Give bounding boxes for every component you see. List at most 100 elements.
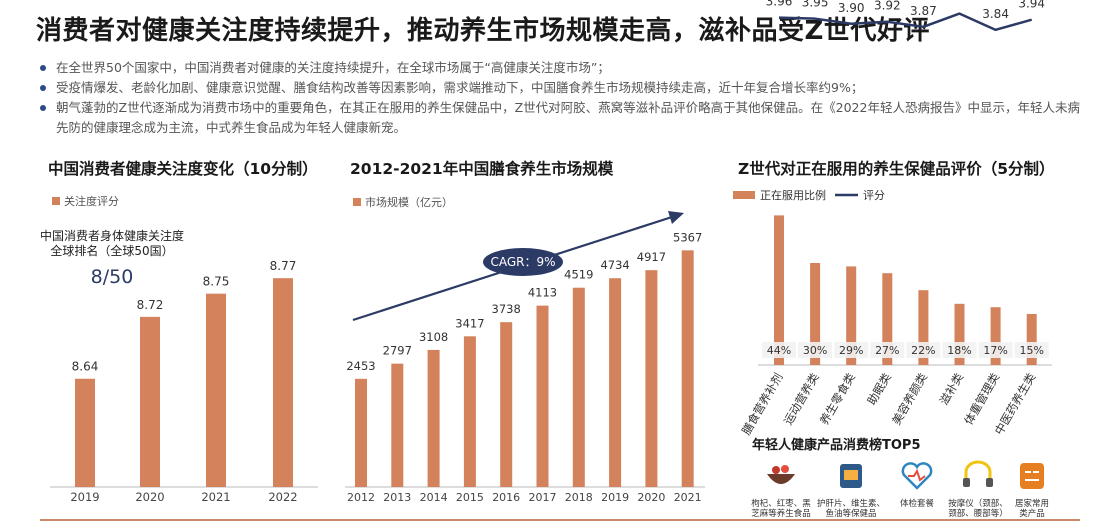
chart3-score-label: 3.90 (838, 1, 865, 15)
chart3-pct-label: 17% (983, 344, 1007, 357)
chart1-bar (75, 378, 95, 487)
chart1-value-label: 8.77 (270, 259, 297, 273)
chart3-pct-label-bg (906, 342, 941, 358)
chart2-legend-label: 市场规模（亿元） (365, 195, 453, 209)
chart3-x-tick: 运动营养类 (781, 370, 822, 427)
chart1-title: 中国消费者健康关注度变化（10分制） (48, 160, 318, 178)
chart3-pct-label: 44% (767, 344, 791, 357)
chart2-title: 2012-2021年中国膳食养生市场规模 (350, 160, 614, 178)
chart2-value-label: 2797 (383, 344, 412, 358)
chart1-bar (206, 293, 226, 487)
top5-item-label-line1: 体检套餐 (900, 498, 935, 509)
chart2-value-label: 3738 (492, 302, 521, 316)
chart3-score-label: 3.87 (910, 4, 937, 18)
chart2-x-tick: 2013 (383, 491, 411, 504)
chart2-value-label: 4917 (637, 250, 666, 264)
chart2-bar (572, 287, 585, 487)
chart3-x-tick: 养生零食类 (817, 370, 858, 427)
chart2-bar (391, 363, 404, 487)
chart1-annotation-line1: 中国消费者身体健康关注度 (40, 228, 184, 243)
chart3-legend-line-label: 评分 (863, 189, 885, 202)
chart1-bar (273, 278, 293, 487)
chart3-bar (990, 307, 1001, 365)
chart2-bar (500, 322, 513, 487)
chart3-score-line (778, 12, 1033, 32)
chart2-bar (463, 336, 476, 487)
summary-bullets: 在全世界50个国家中，中国消费者对健康的关注度持续提升，在全球市场属于“高健康关… (38, 58, 1088, 138)
chart2-x-tick: 2012 (347, 491, 375, 504)
chart1-value-label: 8.64 (72, 360, 99, 374)
chart3-pct-label-bg (762, 342, 796, 358)
top5-item-label-line1: 按摩仪（颈部、 (948, 498, 1008, 509)
chart1-value-label: 8.75 (203, 275, 230, 289)
chart3-pct-label-bg (870, 342, 905, 358)
chart3-bar (954, 303, 965, 365)
chart1-x-tick: 2021 (201, 490, 230, 504)
chart3-bar (1026, 314, 1037, 365)
chart3-bar (810, 263, 821, 365)
chart2-x-tick: 2016 (492, 491, 520, 504)
chart2-bar (609, 278, 622, 487)
chart1-x-tick: 2020 (135, 490, 164, 504)
chart3-pct-label-bg (798, 342, 833, 358)
chart3-x-tick: 膳食营养补剂 (739, 371, 786, 438)
chart2-value-label: 4519 (564, 268, 593, 282)
chart3-bar (846, 266, 857, 365)
bullet-item: 在全世界50个国家中，中国消费者对健康的关注度持续提升，在全球市场属于“高健康关… (38, 58, 1088, 78)
chart3-legend-bar-label: 正在服用比例 (760, 188, 826, 202)
chart2-bar (645, 270, 658, 487)
chart1-x-tick: 2022 (268, 490, 297, 504)
chart3-x-tick: 美容养颜类 (889, 370, 930, 427)
chart3-pct-label: 30% (803, 344, 827, 357)
chart2-value-label: 2453 (346, 359, 375, 373)
chart2-value-label: 4113 (528, 286, 557, 300)
chart2-x-tick: 2021 (674, 491, 702, 504)
chart3-score-label: 3.95 (802, 0, 829, 10)
top5-item-label-line2: 芝麻等养生食品 (751, 508, 811, 519)
top5-item-label-line2: 颈部、腰部等） (948, 508, 1008, 519)
top5-item-label-line1: 居家常用 (1015, 498, 1049, 509)
chart2-x-tick: 2020 (637, 491, 665, 504)
top5-item-label-line1: 枸杞、红枣、黑 (751, 498, 811, 509)
chart3-pct-label-bg (942, 342, 977, 358)
chart2-value-label: 4734 (600, 258, 629, 272)
chart3-score-label: 3.96 (766, 0, 793, 9)
chart3-bar (918, 290, 929, 365)
chart1-legend-label: 关注度评分 (64, 194, 119, 208)
chart3-bar (882, 273, 893, 365)
bullet-item: 受疫情爆发、老龄化加剧、健康意识觉醒、膳食结构改善等因素影响，需求端推动下，中国… (38, 78, 1088, 98)
chart3-x-tick: 助眠类 (865, 370, 895, 407)
chart3-pct-label: 29% (839, 344, 863, 357)
chart3-pct-label-bg (834, 342, 869, 358)
bullet-item: 朝气蓬勃的Z世代逐渐成为消费市场中的重要角色，在其正在服用的养生保健品中，Z世代… (38, 98, 1088, 138)
pill-box-icon (840, 464, 862, 488)
chart2-x-tick: 2017 (529, 491, 557, 504)
chart2-x-tick: 2015 (456, 491, 484, 504)
chart1-legend-swatch (52, 197, 60, 205)
chart2-x-tick: 2019 (601, 491, 629, 504)
chart2-bar (536, 305, 549, 487)
chart1-annotation-line2: 全球排名（全球50国） (50, 243, 173, 258)
top5-item-label-line2: 类产品 (1019, 508, 1045, 519)
chart3-x-tick: 体重管理类 (961, 370, 1002, 427)
top5-item-label-line1: 护肝片、维生素、 (817, 498, 885, 509)
chart1-x-tick: 2019 (70, 490, 99, 504)
chart3-score-label: 3.92 (874, 0, 901, 13)
chart2-x-tick: 2014 (420, 491, 448, 504)
chart3-pct-label-bg (1014, 342, 1049, 358)
chart1-annotation-value: 8/50 (91, 266, 134, 288)
top5-item-label-line2: 鱼油等保健品 (825, 508, 876, 519)
chart2-value-label: 3417 (455, 316, 484, 330)
herbal-bowl-icon (767, 465, 795, 484)
chart2-trend-arrow-head (668, 211, 684, 224)
massager-icon (963, 460, 993, 487)
chart2-value-label: 5367 (673, 230, 702, 244)
chart3-pct-label: 15% (1019, 344, 1043, 357)
chart3-pct-label: 27% (875, 344, 899, 357)
chart2-bar (427, 349, 440, 487)
page-title: 消费者对健康关注度持续提升，推动养生市场规模走高，滋补品受Z世代好评 (36, 16, 930, 46)
chart1-value-label: 8.72 (137, 298, 164, 312)
chart2-bar (355, 378, 367, 487)
home-remedy-icon (1020, 463, 1044, 489)
